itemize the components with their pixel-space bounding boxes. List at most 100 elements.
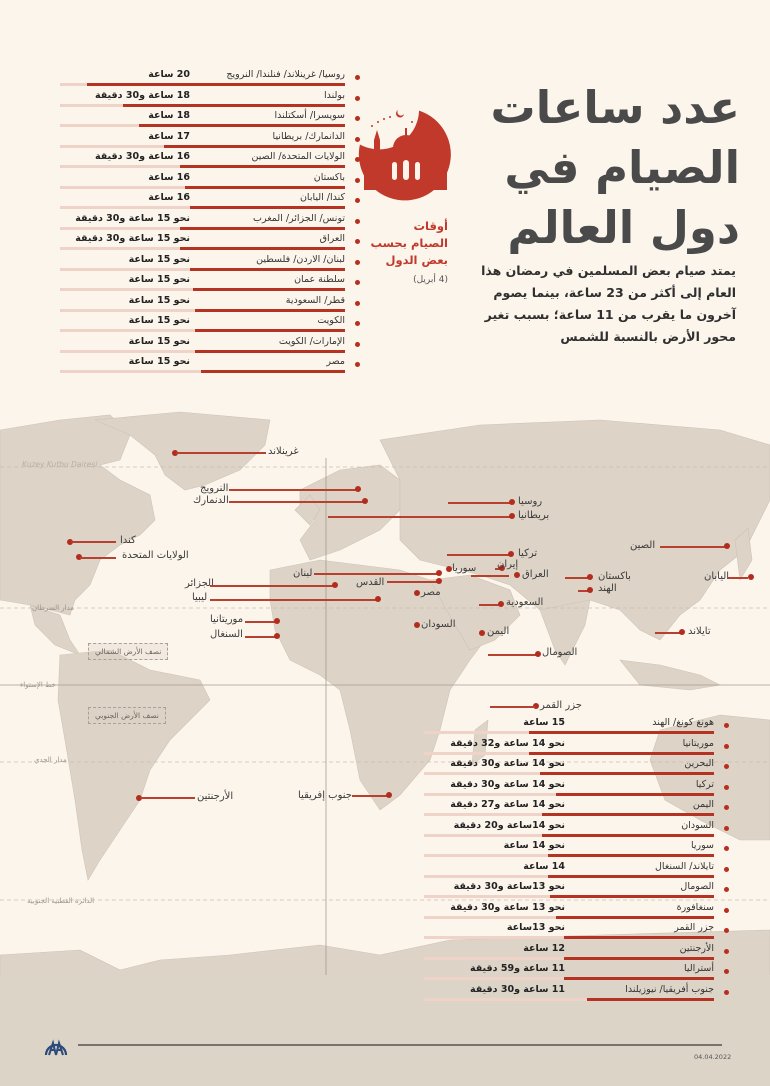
hours-bar — [139, 124, 345, 127]
fasting-hours-value: نحو 15 ساعة — [128, 335, 190, 347]
pin-iran — [499, 565, 505, 571]
label-lebanon: لبنان — [293, 568, 313, 579]
label-india: الهند — [598, 583, 617, 594]
bullet-icon — [355, 321, 360, 326]
crescent-mosque-icon — [352, 100, 457, 205]
fasting-hours-value: نحو 15 ساعة — [128, 274, 190, 285]
equator-label: خط الإستواء — [20, 681, 56, 689]
label-iraq: العراق — [522, 569, 549, 580]
hours-bar — [540, 772, 714, 775]
fasting-hours-value: نحو 15 ساعة — [128, 253, 190, 265]
fasting-hours-value: نحو 14 ساعة و27 دقيقة — [450, 799, 565, 810]
leader-china — [660, 546, 726, 548]
list-item: روسيا/ غرينلاند/ فنلندا/ النرويج 20 ساعة — [55, 68, 360, 89]
fasting-hours-value: نحو 15 ساعة — [128, 294, 190, 306]
fasting-hours-value: 18 ساعة و30 دقيقة — [94, 89, 190, 101]
bullet-icon — [355, 341, 360, 347]
fasting-hours-value: نحو 14 ساعة و30 دقيقة — [450, 758, 565, 769]
country-name: اليمن — [692, 799, 714, 810]
hours-bar — [195, 349, 345, 353]
leader-south-africa — [352, 795, 390, 797]
country-name: الولايات المتحدة/ الصين — [251, 151, 345, 162]
tropic-cancer-label: مدار السرطان — [32, 604, 75, 612]
leader-comoros — [490, 706, 535, 708]
label-saudi: السعودية — [506, 597, 544, 608]
label-canada: كندا — [120, 535, 136, 546]
leader-somalia — [488, 654, 538, 656]
leader-canada — [71, 541, 116, 543]
country-name: تايلاند/ السنغال — [655, 860, 714, 872]
bullet-icon — [724, 764, 729, 769]
bullet-icon — [724, 825, 729, 831]
fasting-hours-value: نحو 14 ساعة — [503, 840, 565, 851]
country-name: باكستان — [313, 171, 345, 183]
country-name: قطر/ السعودية — [285, 294, 345, 306]
country-name: الدانمارك/ بريطانيا — [272, 130, 345, 142]
fasting-hours-value: نحو 15 ساعة — [128, 315, 190, 326]
bullet-icon — [355, 239, 360, 244]
pin-pakistan — [587, 574, 593, 580]
label-south-africa: جنوب إفريقيا — [298, 790, 352, 801]
bullet-icon — [355, 280, 360, 285]
fasting-hours-value: 16 ساعة — [148, 171, 190, 183]
leader-usa — [80, 557, 116, 559]
hours-bar — [123, 103, 345, 107]
hours-bar — [548, 854, 714, 857]
hours-bar — [542, 813, 714, 816]
fasting-hours-value: نحو 14ساعة و20 دقيقة — [453, 819, 565, 831]
bullet-icon — [355, 218, 360, 224]
country-name: جنوب أفريقيا/ نيوزيلندا — [625, 983, 714, 995]
bullet-icon — [724, 784, 729, 790]
leader-denmark — [229, 501, 365, 503]
list-item: باكستان 16 ساعة — [55, 171, 360, 192]
label-jerusalem: القدس — [356, 577, 385, 588]
fasting-hours-value: 12 ساعة — [523, 942, 565, 954]
subtitle-date: (4 أبريل) — [413, 275, 448, 285]
country-name: كندا/ اليابان — [299, 192, 345, 203]
pin-senegal — [274, 633, 280, 639]
pin-turkey — [508, 551, 514, 557]
bullet-icon — [724, 723, 729, 728]
subtitle-line-2: الصيام بحسب — [370, 236, 448, 250]
bullet-icon — [355, 95, 360, 101]
country-name: هونغ كونغ/ الهند — [652, 717, 714, 728]
page-title: عدد ساعات الصيام في دول العالم — [440, 78, 741, 258]
bullet-icon — [355, 300, 360, 306]
leader-iraq — [471, 575, 509, 577]
country-name: البحرين — [684, 758, 714, 769]
list-item: سنغافورة نحو 13 ساعة و30 دقيقة — [424, 901, 729, 922]
pin-britain — [509, 513, 515, 519]
south-hemisphere-box: نصف الأرض الجنوبي — [88, 707, 166, 724]
pin-norway — [355, 486, 361, 492]
list-item: الولايات المتحدة/ الصين 16 ساعة و30 دقيقة — [55, 150, 360, 171]
subtitle-line-3: بعض الدول — [385, 253, 448, 267]
pin-denmark — [362, 498, 368, 504]
hours-bar — [564, 977, 714, 980]
leader-japan — [728, 577, 748, 579]
list-item: البحرين نحو 14 ساعة و30 دقيقة — [424, 757, 729, 778]
hours-bar — [195, 308, 345, 312]
label-senegal: السنغال — [210, 629, 243, 640]
hours-bar — [556, 915, 714, 919]
bullet-icon — [724, 989, 729, 995]
hours-bar — [201, 370, 345, 373]
fasting-hours-value: نحو 14 ساعة و30 دقيقة — [450, 778, 565, 790]
label-argentina: الأرجنتين — [197, 791, 234, 802]
list-item: الإمارات/ الكويت نحو 15 ساعة — [55, 335, 360, 356]
bullet-icon — [724, 846, 729, 851]
list-item: جنوب أفريقيا/ نيوزيلندا 11 ساعة و30 دقيقة — [424, 983, 729, 1004]
bullet-icon — [724, 887, 729, 892]
label-greenland: غرينلاند — [268, 446, 299, 457]
tropic-capricorn-label: مدار الجدي — [34, 756, 67, 764]
country-name: سويسرا/ أسكتلندا — [274, 110, 345, 121]
hours-bar — [185, 185, 345, 189]
label-turkey: تركيا — [518, 548, 538, 559]
label-japan: اليابان — [704, 571, 730, 582]
leader-saudi — [479, 604, 501, 606]
country-name: سوريا — [691, 840, 714, 851]
leader-senegal — [245, 636, 275, 638]
bullet-icon — [724, 907, 729, 913]
bullet-icon — [724, 866, 729, 872]
country-name: موريتانيا — [682, 737, 714, 749]
leader-jerusalem — [387, 581, 437, 583]
